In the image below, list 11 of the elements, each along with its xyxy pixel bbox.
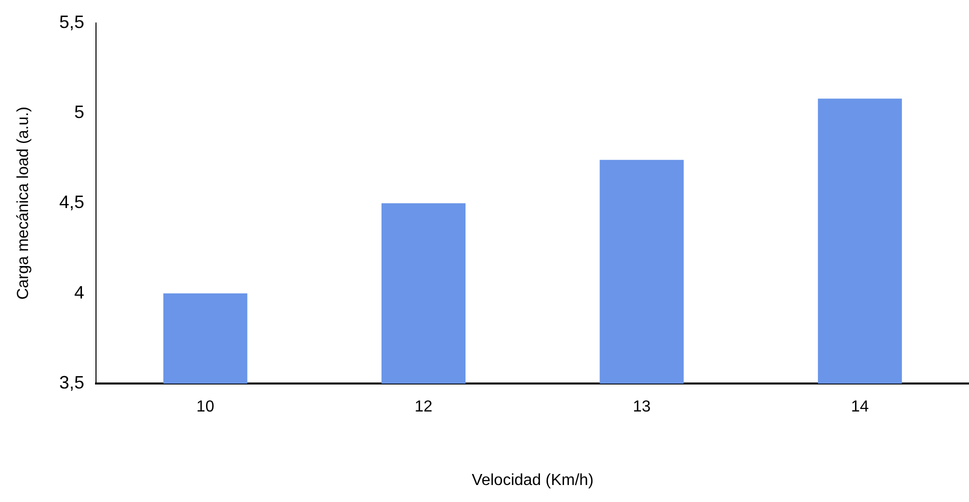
y-tick-label: 4,5 [59,192,84,212]
x-tick-label: 10 [196,398,214,416]
y-tick-label: 4 [74,282,84,302]
x-tick-label: 12 [414,398,433,416]
y-axis-title: Carga mecánica load (a.u.) [15,106,32,300]
x-axis-title: Velocidad (Km/h) [472,472,594,489]
y-tick-label: 3,5 [59,372,84,393]
y-tick-label: 5 [74,102,84,122]
y-tick-label: 5,5 [59,12,84,32]
x-tick-label: 13 [632,398,651,416]
x-tick-label: 14 [851,398,869,416]
